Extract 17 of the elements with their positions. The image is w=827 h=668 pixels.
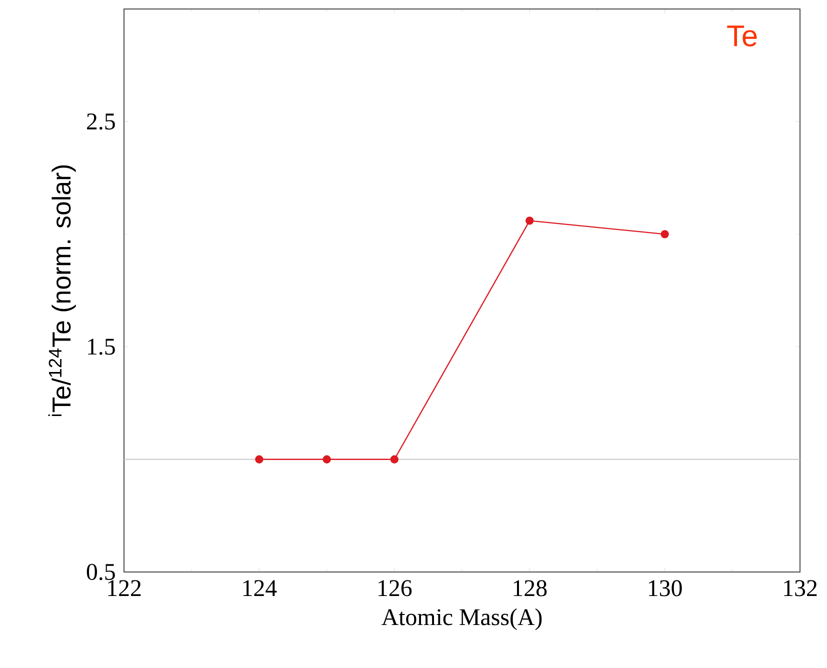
x-axis-title: Atomic Mass(A) bbox=[382, 608, 542, 630]
point bbox=[322, 455, 331, 464]
x-tick-label: 126 bbox=[378, 580, 412, 596]
y-tick-label: 2.5 bbox=[87, 114, 115, 130]
chart-title: Te bbox=[727, 26, 757, 46]
x-tick-label: 130 bbox=[648, 580, 682, 596]
x-tick-label: 128 bbox=[514, 580, 547, 596]
y-tick-label: 0.5 bbox=[86, 564, 115, 580]
y-axis-title: $^{i}$Te/$^{124}$Te (norm. solar) bbox=[48, 165, 76, 416]
point bbox=[526, 216, 534, 225]
y-tick-label: 1.5 bbox=[88, 338, 115, 355]
x-tick-label: 132 bbox=[784, 580, 817, 596]
x-tick-label: 122 bbox=[108, 580, 141, 596]
point bbox=[660, 230, 669, 238]
point bbox=[390, 455, 399, 464]
x-tick-label: 124 bbox=[243, 580, 277, 596]
point bbox=[255, 455, 264, 464]
